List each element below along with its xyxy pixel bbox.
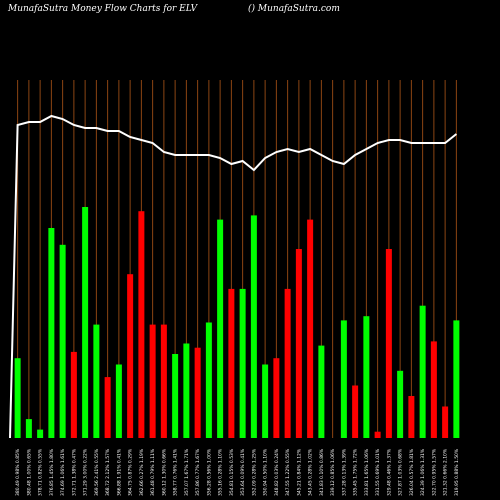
x-tick-label: 355.16 0.28% 1.10% bbox=[218, 448, 224, 496]
x-tick-label: 335.45 1.75% 1.72% bbox=[353, 448, 359, 496]
x-tick-label: 372.71 1.38% 0.47% bbox=[71, 448, 77, 496]
volume-bar bbox=[453, 320, 460, 438]
x-tick-label: 322.70 0.95% 1.57% bbox=[431, 448, 437, 496]
volume-bar bbox=[374, 431, 381, 438]
volume-bar bbox=[217, 219, 224, 438]
x-tick-label: 366.88 1.91% 0.41% bbox=[116, 448, 122, 496]
volume-bar bbox=[397, 370, 404, 438]
volume-bar bbox=[82, 207, 89, 438]
volume-bar bbox=[70, 351, 77, 438]
volume-bar bbox=[340, 320, 347, 438]
x-tick-label: 352.09 0.28% 1.25% bbox=[251, 448, 257, 496]
x-tick-label: 321.32 0.66% 2.10% bbox=[443, 448, 449, 496]
x-tick-label: 361.48 0.79% 1.11% bbox=[150, 448, 156, 496]
x-tick-label: 364.75 0.87% 0.29% bbox=[128, 448, 134, 496]
volume-bar bbox=[385, 249, 392, 438]
x-tick-label: 374.69 1.06% 1.61% bbox=[60, 448, 66, 496]
volume-bar bbox=[363, 316, 370, 438]
volume-bar bbox=[228, 288, 235, 438]
x-tick-label: 337.28 0.13% 1.39% bbox=[341, 448, 347, 496]
x-tick-label: 347.55 1.22% 0.55% bbox=[285, 448, 291, 496]
x-tick-label: 348.82 0.03% 0.24% bbox=[274, 448, 280, 496]
volume-bar bbox=[48, 228, 55, 438]
x-tick-label: 376.85 1.45% 1.80% bbox=[49, 448, 55, 496]
x-tick-label: 357.86 0.77% 1.67% bbox=[195, 448, 201, 496]
x-tick-label: 350.94 0.50% 1.10% bbox=[263, 448, 269, 496]
volume-bar bbox=[194, 347, 201, 438]
volume-bar bbox=[25, 419, 32, 438]
volume-bar bbox=[442, 406, 449, 438]
chart-title: MunafaSutra Money Flow Charts for ELV bbox=[8, 4, 198, 14]
x-tick-label: 360.12 1.30% 0.66% bbox=[161, 448, 167, 496]
volume-bar bbox=[352, 385, 359, 438]
x-tick-label: 354.81 0.15% 0.53% bbox=[229, 448, 235, 496]
volume-bar bbox=[160, 324, 167, 438]
x-tick-label: 327.87 1.03% 0.68% bbox=[398, 448, 404, 496]
volume-bar bbox=[250, 215, 257, 438]
x-tick-label: 341.83 0.10% 0.86% bbox=[319, 448, 325, 496]
x-tick-label: 353.64 0.09% 0.41% bbox=[240, 448, 246, 496]
x-tick-label: 339.12 0.85% 1.06% bbox=[330, 448, 336, 496]
volume-bar bbox=[93, 324, 100, 438]
x-tick-label: 358.77 0.76% 1.41% bbox=[173, 448, 179, 496]
volume-bar bbox=[127, 274, 134, 438]
volume-bar bbox=[172, 354, 179, 438]
volume-bar bbox=[408, 396, 415, 438]
x-tick-label: 345.21 0.84% 1.12% bbox=[296, 448, 302, 496]
volume-bar bbox=[14, 358, 21, 438]
x-axis-labels: 380.49 0.98% 0.85% 380.48 1.00% 0.65% 378.… bbox=[15, 448, 460, 496]
volume-bar bbox=[262, 364, 269, 438]
volume-bar bbox=[239, 288, 246, 438]
x-tick-label: 356.28 0.56% 1.00% bbox=[206, 448, 212, 496]
site-credit: () MunafaSutra.com bbox=[248, 4, 340, 14]
x-tick-label: 368.72 2.12% 1.57% bbox=[105, 448, 111, 496]
volume-bar bbox=[318, 345, 325, 438]
x-tick-label: 380.49 0.98% 0.85% bbox=[15, 448, 21, 496]
volume-bar bbox=[115, 364, 122, 438]
volume-bar bbox=[104, 377, 111, 438]
x-tick-label: 357.07 1.67% 1.71% bbox=[184, 448, 190, 496]
x-tick-label: 326.04 0.57% 1.81% bbox=[409, 448, 415, 496]
x-tick-label: 369.56 2.41% 0.55% bbox=[94, 448, 100, 496]
volume-bar bbox=[37, 429, 44, 438]
x-tick-label: 331.55 0.69% 1.01% bbox=[375, 448, 381, 496]
volume-bar bbox=[430, 341, 437, 438]
volume-bar bbox=[419, 305, 426, 438]
volume-bar bbox=[59, 244, 66, 438]
x-tick-label: 324.39 1.06% 1.31% bbox=[420, 448, 426, 496]
volume-bar bbox=[307, 219, 314, 438]
volume-bar bbox=[149, 324, 156, 438]
x-tick-label: 362.66 0.27% 1.19% bbox=[139, 448, 145, 496]
x-tick-label: 371.29 3.00% 0.22% bbox=[83, 448, 89, 496]
x-tick-label: 343.45 0.28% 1.02% bbox=[308, 448, 314, 496]
volume-bar bbox=[284, 288, 291, 438]
volume-bar bbox=[138, 211, 145, 438]
volume-bar bbox=[183, 343, 190, 438]
price-line bbox=[9, 114, 458, 439]
volume-bar bbox=[295, 249, 302, 438]
x-tick-label: 329.48 0.46% 1.37% bbox=[386, 448, 392, 496]
x-tick-label: 319.95 0.88% 1.50% bbox=[454, 448, 460, 496]
x-tick-label: 380.48 1.00% 0.65% bbox=[26, 448, 32, 496]
volume-bar bbox=[273, 358, 280, 438]
volume-bar bbox=[205, 322, 212, 438]
x-tick-label: 378.71 0.82% 0.55% bbox=[38, 448, 44, 496]
x-tick-label: 333.81 1.65% 1.06% bbox=[364, 448, 370, 496]
volume-bars bbox=[14, 207, 460, 438]
